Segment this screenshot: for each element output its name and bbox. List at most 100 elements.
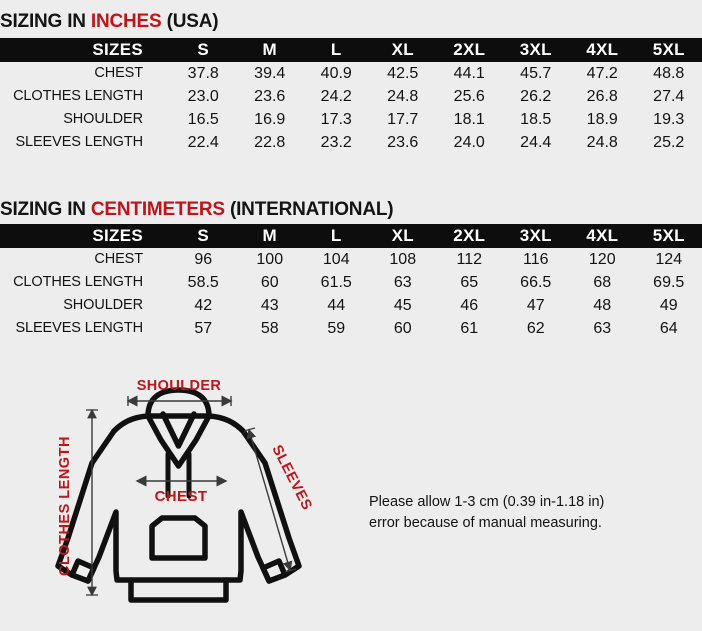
cell: 37.8 [187, 65, 219, 82]
section-title-inches-suffix: (USA) [161, 11, 219, 32]
hoodie-measurement-diagram: SHOULDER CHEST SLEEVES CLOTHES LENGTH [0, 368, 360, 631]
column-header-l: L [330, 226, 342, 245]
cell: 22.8 [254, 134, 286, 151]
cell: 100 [256, 251, 284, 268]
sizing-table-centimeters: SIZES S M L XL 2XL 3XL 4XL 5XL CHEST 96 … [0, 224, 702, 340]
chest-label: CHEST [155, 488, 208, 505]
cell: 24.4 [520, 134, 552, 151]
cell: 58.5 [187, 274, 219, 291]
cell: 63 [593, 320, 612, 337]
table-row: CHEST 96 100 104 108 112 116 120 124 [0, 248, 702, 271]
cell: 19.3 [653, 111, 685, 128]
column-header-xl: XL [391, 40, 414, 59]
row-label-shoulder: SHOULDER [63, 297, 143, 313]
cell: 104 [322, 251, 350, 268]
cell: 17.7 [387, 111, 419, 128]
table-row: SLEEVES LENGTH 22.4 22.8 23.2 23.6 24.0 … [0, 131, 702, 154]
section-title-centimeters: SIZING IN CENTIMETERS (INTERNATIONAL) [0, 199, 394, 221]
cell: 23.2 [320, 134, 352, 151]
section-title-inches-highlight: INCHES [90, 11, 162, 32]
column-header-3xl: 3XL [519, 226, 552, 245]
cell: 45.7 [520, 65, 552, 82]
cell: 62 [526, 320, 545, 337]
column-header-s: S [197, 40, 210, 59]
cell: 24.2 [320, 88, 352, 105]
cell: 44.1 [453, 65, 485, 82]
cell: 66.5 [520, 274, 552, 291]
table-header-row: SIZES S M L XL 2XL 3XL 4XL 5XL [0, 224, 702, 248]
cell: 24.8 [387, 88, 419, 105]
cell: 18.9 [586, 111, 618, 128]
column-header-5xl: 5XL [652, 40, 685, 59]
cell: 48.8 [653, 65, 685, 82]
cell: 112 [456, 251, 482, 268]
section-title-centimeters-suffix: (INTERNATIONAL) [224, 199, 394, 220]
sizing-table-inches: SIZES S M L XL 2XL 3XL 4XL 5XL CHEST 37.… [0, 38, 702, 154]
cell: 65 [460, 274, 479, 291]
cell: 23.6 [254, 88, 286, 105]
cell: 25.2 [653, 134, 685, 151]
table-header-row: SIZES S M L XL 2XL 3XL 4XL 5XL [0, 38, 702, 62]
column-header-2xl: 2XL [453, 226, 486, 245]
cell: 17.3 [320, 111, 352, 128]
cell: 24.0 [453, 134, 485, 151]
cell: 60 [260, 274, 279, 291]
row-label-clothes-length: CLOTHES LENGTH [13, 88, 143, 104]
table-row: CLOTHES LENGTH 58.5 60 61.5 63 65 66.5 6… [0, 271, 702, 294]
cell: 61.5 [320, 274, 352, 291]
cell: 39.4 [254, 65, 286, 82]
cell: 23.0 [187, 88, 219, 105]
measurement-note-line1: Please allow 1-3 cm (0.39 in-1.18 in) [369, 494, 605, 510]
clothes-length-label: CLOTHES LENGTH [57, 436, 73, 576]
cell: 49 [659, 297, 678, 314]
cell: 43 [260, 297, 279, 314]
column-header-l: L [330, 40, 342, 59]
section-title-centimeters-prefix: SIZING IN [0, 199, 91, 220]
cell: 68 [593, 274, 612, 291]
row-label-chest: CHEST [94, 251, 143, 267]
column-header-4xl: 4XL [586, 40, 619, 59]
cell: 23.6 [387, 134, 419, 151]
cell: 16.5 [187, 111, 219, 128]
cell: 61 [460, 320, 479, 337]
column-header-m: M [262, 40, 277, 59]
column-header-2xl: 2XL [453, 40, 486, 59]
column-header-5xl: 5XL [652, 226, 685, 245]
column-header-4xl: 4XL [586, 226, 619, 245]
table-row: SHOULDER 42 43 44 45 46 47 48 49 [0, 294, 702, 317]
cell: 58 [260, 320, 279, 337]
measurement-note-line2: error because of manual measuring. [369, 515, 602, 531]
cell: 18.5 [520, 111, 552, 128]
cell: 42 [194, 297, 213, 314]
cell: 40.9 [320, 65, 352, 82]
row-label-sleeves-length: SLEEVES LENGTH [15, 320, 143, 336]
cell: 45 [393, 297, 412, 314]
table-row: CHEST 37.8 39.4 40.9 42.5 44.1 45.7 47.2… [0, 62, 702, 85]
cell: 27.4 [653, 88, 685, 105]
row-label-chest: CHEST [94, 65, 143, 81]
section-title-inches-prefix: SIZING IN [0, 11, 91, 32]
cell: 47 [526, 297, 545, 314]
table-row: SLEEVES LENGTH 57 58 59 60 61 62 63 64 [0, 317, 702, 340]
cell: 46 [460, 297, 479, 314]
cell: 48 [593, 297, 612, 314]
cell: 16.9 [254, 111, 286, 128]
section-title-inches: SIZING IN INCHES (USA) [0, 11, 219, 33]
row-label-sleeves-length: SLEEVES LENGTH [15, 134, 143, 150]
shoulder-label: SHOULDER [137, 378, 222, 394]
cell: 64 [659, 320, 678, 337]
column-header-xl: XL [391, 226, 414, 245]
cell: 69.5 [653, 274, 685, 291]
row-label-shoulder: SHOULDER [63, 111, 143, 127]
row-label-clothes-length: CLOTHES LENGTH [13, 274, 143, 290]
cell: 24.8 [586, 134, 618, 151]
clothes-length-dimension-arrow [86, 408, 98, 597]
cell: 26.8 [586, 88, 618, 105]
cell: 60 [393, 320, 412, 337]
shoulder-dimension-arrow [126, 395, 233, 407]
cell: 44 [327, 297, 346, 314]
cell: 26.2 [520, 88, 552, 105]
table-row: SHOULDER 16.5 16.9 17.3 17.7 18.1 18.5 1… [0, 108, 702, 131]
cell: 96 [194, 251, 213, 268]
cell: 63 [393, 274, 412, 291]
